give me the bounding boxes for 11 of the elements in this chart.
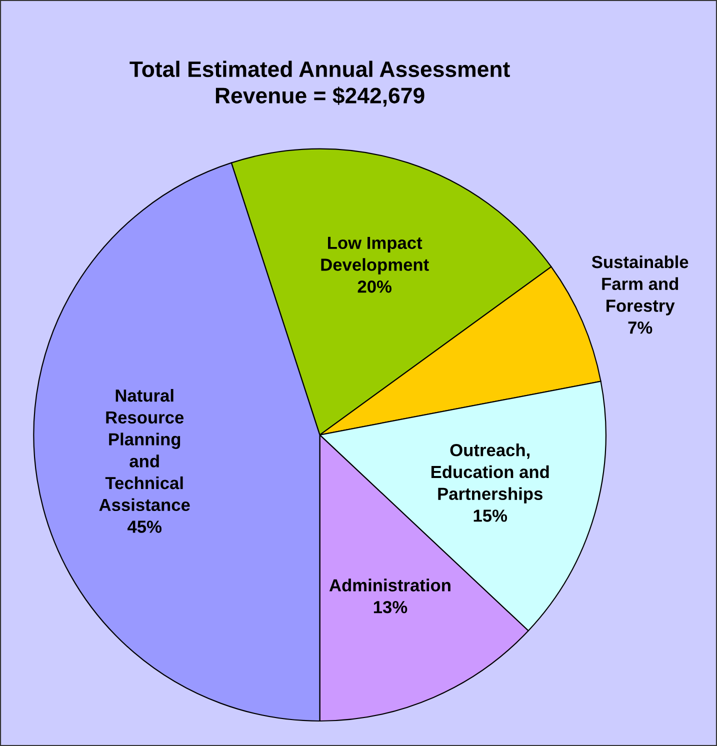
slice-label: Outreach, Education and Partnerships: [431, 444, 549, 504]
data-label: 45%: [127, 520, 162, 533]
slice-label: Administration: [329, 578, 450, 592]
data-label: 15%: [474, 510, 508, 522]
slice-label: Low Impact Development: [321, 236, 429, 274]
chart-title: Total Estimated Annual Assessment Revenue = $242,679: [130, 60, 510, 107]
slice-label: Natural Resource Planning and Technical Assistance: [99, 389, 190, 512]
data-label: 20%: [358, 280, 392, 293]
data-label: 13%: [374, 600, 408, 614]
data-label: 7%: [628, 321, 652, 334]
slice-label: Sustainable Farm and Forestry: [592, 255, 688, 316]
